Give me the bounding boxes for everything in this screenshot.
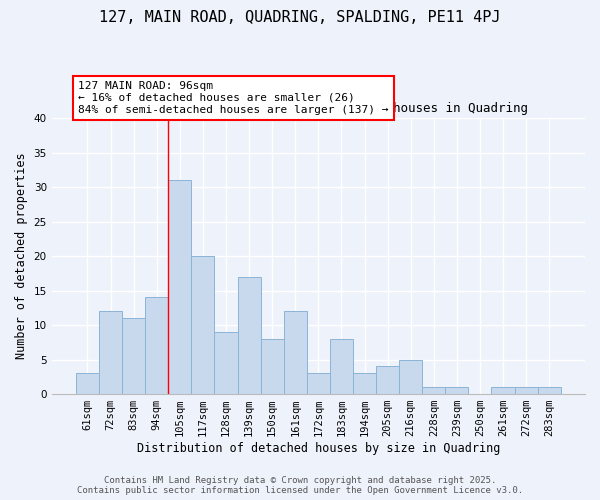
Bar: [99, 312, 122, 394]
Bar: [122, 318, 145, 394]
Bar: [376, 366, 399, 394]
Bar: [76, 374, 99, 394]
Bar: [168, 180, 191, 394]
Text: 127, MAIN ROAD, QUADRING, SPALDING, PE11 4PJ: 127, MAIN ROAD, QUADRING, SPALDING, PE11…: [99, 10, 501, 25]
Bar: [260, 339, 284, 394]
Bar: [538, 387, 561, 394]
Title: Size of property relative to detached houses in Quadring: Size of property relative to detached ho…: [109, 102, 529, 116]
X-axis label: Distribution of detached houses by size in Quadring: Distribution of detached houses by size …: [137, 442, 500, 455]
Bar: [399, 360, 422, 394]
Bar: [515, 387, 538, 394]
Bar: [330, 339, 353, 394]
Y-axis label: Number of detached properties: Number of detached properties: [15, 152, 28, 360]
Text: 127 MAIN ROAD: 96sqm
← 16% of detached houses are smaller (26)
84% of semi-detac: 127 MAIN ROAD: 96sqm ← 16% of detached h…: [78, 82, 389, 114]
Bar: [145, 298, 168, 394]
Bar: [353, 374, 376, 394]
Bar: [191, 256, 214, 394]
Bar: [214, 332, 238, 394]
Bar: [238, 277, 260, 394]
Bar: [307, 374, 330, 394]
Bar: [422, 387, 445, 394]
Bar: [445, 387, 469, 394]
Text: Contains HM Land Registry data © Crown copyright and database right 2025.
Contai: Contains HM Land Registry data © Crown c…: [77, 476, 523, 495]
Bar: [284, 312, 307, 394]
Bar: [491, 387, 515, 394]
